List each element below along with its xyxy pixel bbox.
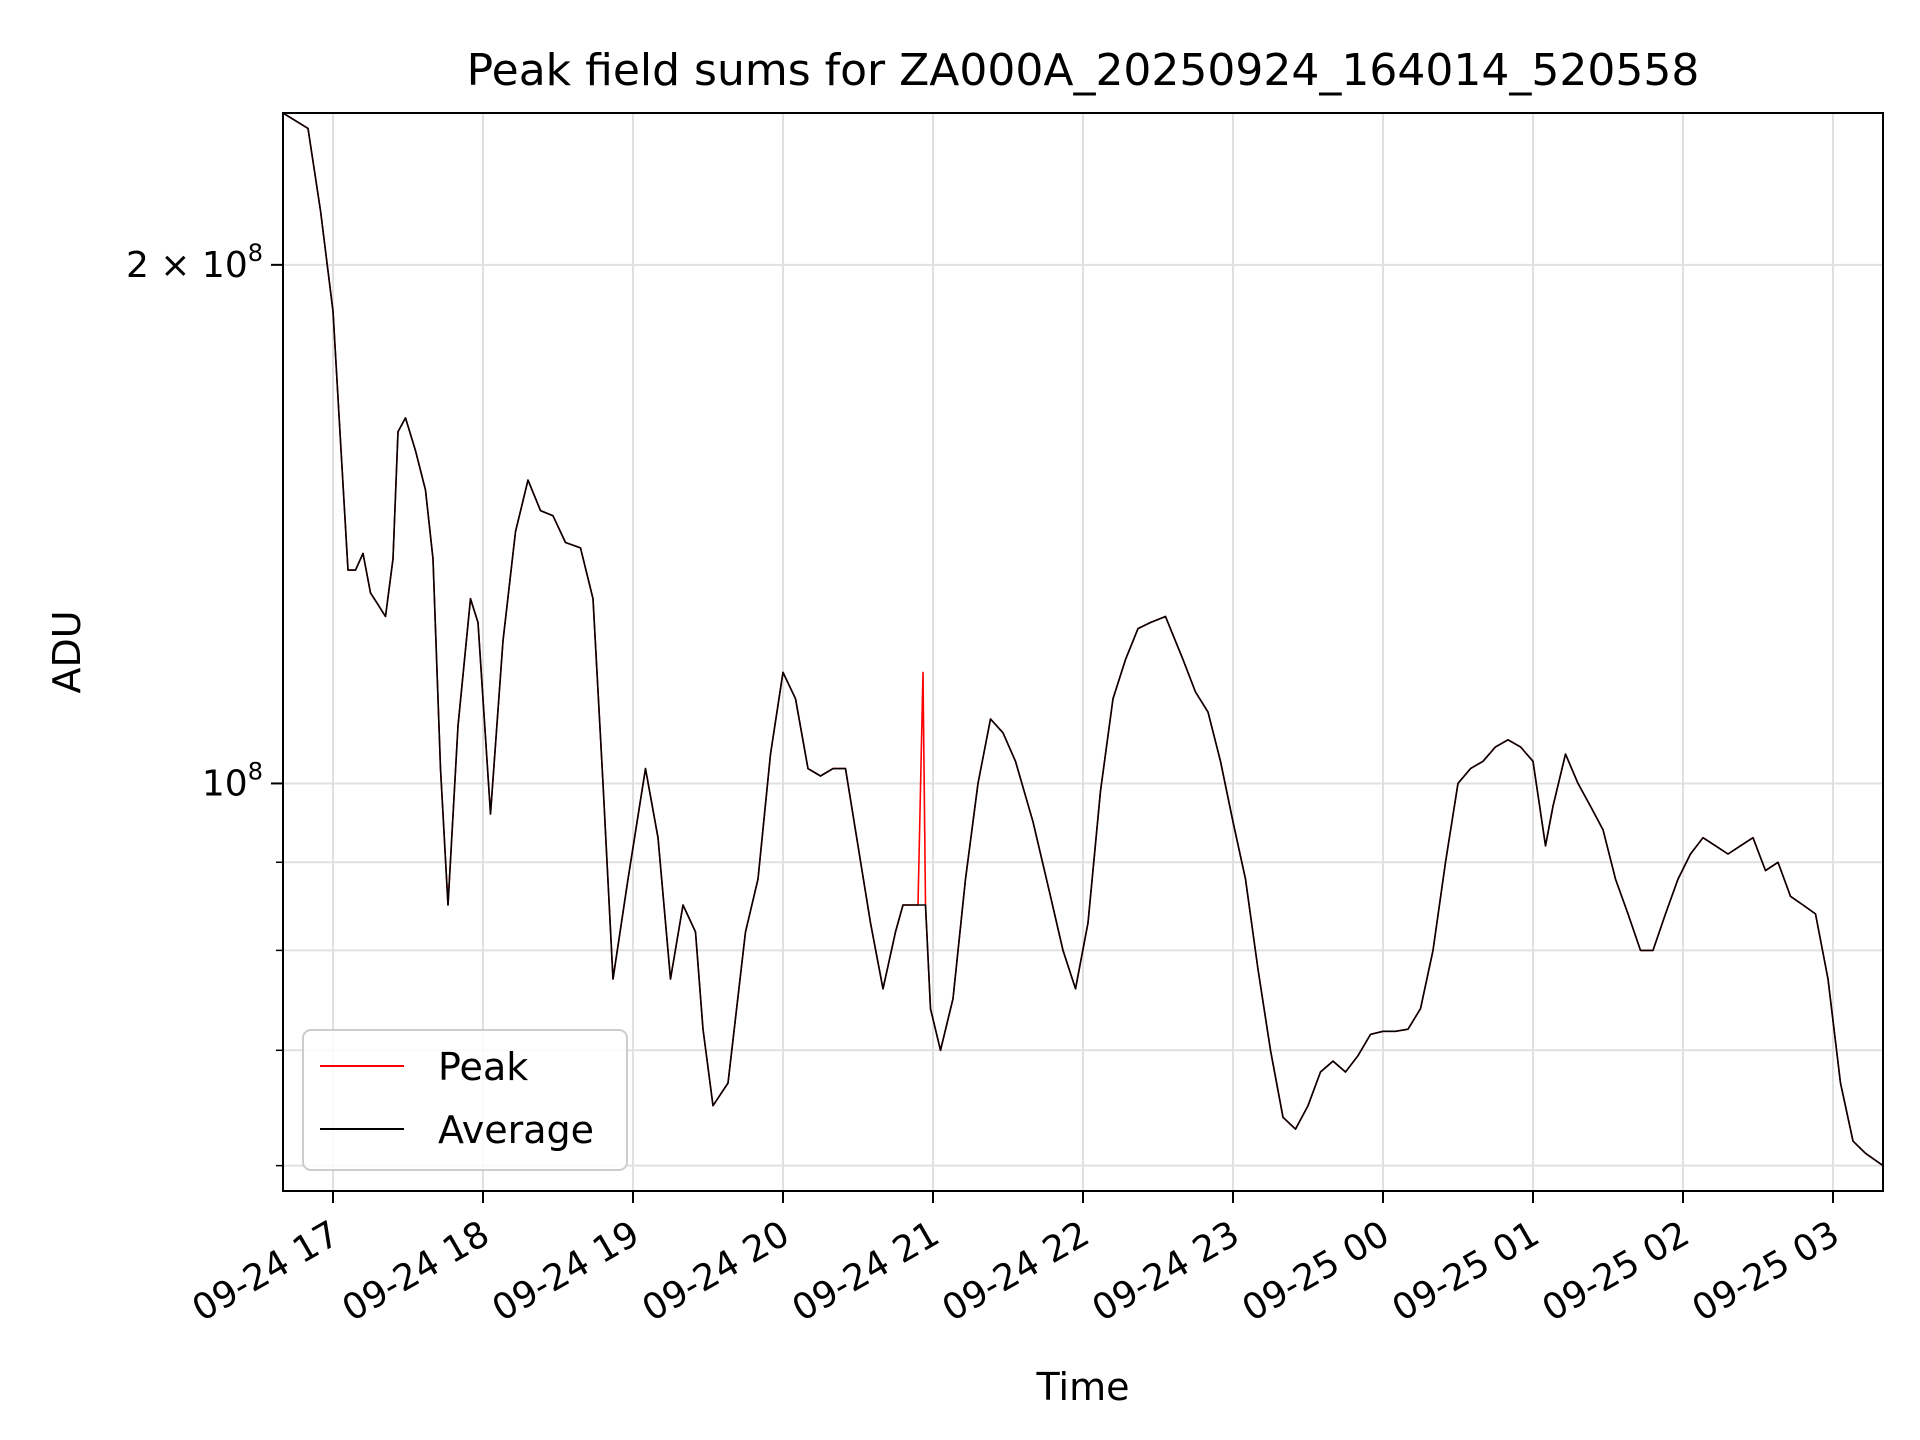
y-tick-label: 2 × 108 [126, 239, 263, 286]
x-axis-label: Time [1036, 1365, 1130, 1409]
legend: Peak Average [302, 1029, 628, 1171]
y-tick-label: 108 [202, 757, 263, 804]
series-line-average [283, 113, 1883, 1167]
series-group [283, 113, 1883, 1167]
y-axis: 108 2 × 108 [126, 239, 283, 1167]
legend-average-label: Average [438, 1108, 594, 1152]
y-axis-label: ADU [45, 610, 89, 693]
legend-peak-label: Peak [438, 1045, 528, 1089]
chart-title: Peak field sums for ZA000A_20250924_1640… [467, 45, 1700, 96]
